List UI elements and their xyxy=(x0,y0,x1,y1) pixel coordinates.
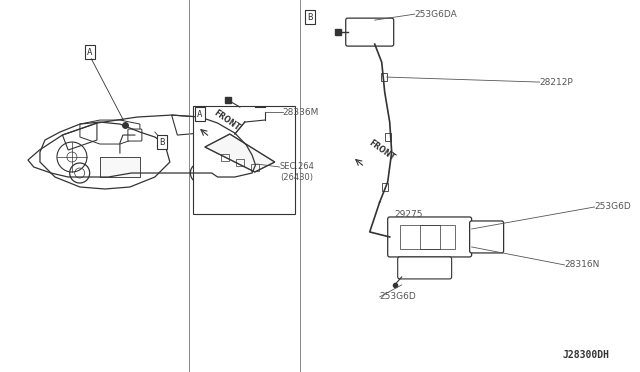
Text: 29275: 29275 xyxy=(395,211,423,219)
Bar xyxy=(236,159,244,166)
Text: 253G6D: 253G6D xyxy=(595,202,631,212)
Text: 253G6DA: 253G6DA xyxy=(415,10,458,19)
Bar xyxy=(381,73,387,81)
Text: FRONT: FRONT xyxy=(212,109,241,133)
Bar xyxy=(251,164,259,171)
Bar xyxy=(381,183,388,191)
Bar xyxy=(221,154,229,161)
Text: B: B xyxy=(307,13,312,22)
Text: 28316N: 28316N xyxy=(564,260,600,269)
Bar xyxy=(385,133,390,141)
Text: A: A xyxy=(197,110,202,119)
Bar xyxy=(400,225,454,249)
Text: J28300DH: J28300DH xyxy=(563,350,609,360)
Text: A: A xyxy=(87,48,93,57)
Polygon shape xyxy=(205,134,275,172)
Bar xyxy=(420,225,440,249)
Text: 28212P: 28212P xyxy=(540,78,573,87)
FancyBboxPatch shape xyxy=(470,221,504,253)
FancyBboxPatch shape xyxy=(397,257,452,279)
FancyBboxPatch shape xyxy=(388,217,472,257)
Text: FRONT: FRONT xyxy=(367,139,396,163)
Text: 28336M: 28336M xyxy=(283,108,319,116)
Text: 253G6D: 253G6D xyxy=(380,292,417,301)
FancyBboxPatch shape xyxy=(346,18,394,46)
Polygon shape xyxy=(100,157,140,177)
FancyBboxPatch shape xyxy=(128,129,142,141)
FancyBboxPatch shape xyxy=(193,106,295,214)
Text: SEC.264
(26430): SEC.264 (26430) xyxy=(280,162,315,182)
Text: B: B xyxy=(159,138,164,147)
